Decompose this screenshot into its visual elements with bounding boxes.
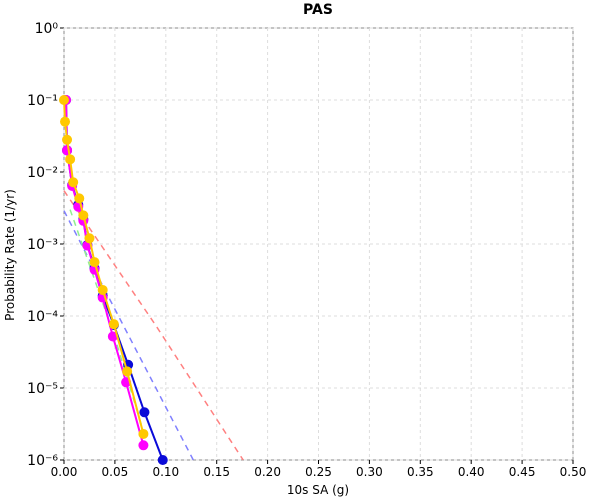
data-point	[59, 95, 69, 105]
data-point	[68, 177, 79, 188]
x-tick-label: 0.20	[254, 465, 281, 479]
data-point	[108, 319, 119, 330]
series-line	[63, 190, 244, 461]
x-tick-label: 0.10	[152, 465, 179, 479]
y-tick-label: 10⁻⁶	[27, 453, 58, 469]
x-tick-label: 0.35	[407, 465, 434, 479]
y-tick-label: 10⁻³	[27, 237, 58, 253]
data-point	[84, 233, 95, 244]
x-tick-label: 0.40	[458, 465, 485, 479]
data-point	[65, 154, 76, 165]
x-tick-label: 0.00	[51, 465, 78, 479]
data-point	[157, 455, 168, 465]
x-tick-label: 0.50	[560, 465, 587, 479]
y-tick-label: 10⁻⁵	[27, 381, 58, 397]
data-point	[122, 366, 133, 377]
x-tick-label: 0.05	[102, 465, 129, 479]
data-point	[78, 210, 89, 221]
y-axis-label: Probability Rate (1/yr)	[3, 189, 17, 321]
y-tick-label: 10⁻²	[27, 165, 58, 181]
data-point	[74, 193, 85, 204]
data-point	[138, 440, 149, 451]
data-point	[138, 428, 149, 439]
data-point	[62, 134, 73, 145]
x-tick-label: 0.45	[509, 465, 536, 479]
series-line	[63, 210, 194, 461]
x-tick-label: 0.30	[356, 465, 383, 479]
data-point	[97, 284, 108, 295]
data-point	[107, 331, 118, 342]
data-point	[89, 257, 100, 268]
x-tick-label: 0.25	[305, 465, 332, 479]
x-axis-label: 10s SA (g)	[287, 483, 349, 497]
chart-title: PAS	[303, 2, 333, 18]
data-point	[139, 407, 150, 418]
y-tick-label: 10⁰	[35, 21, 59, 37]
data-point	[60, 116, 71, 127]
data-point	[62, 145, 73, 156]
x-tick-label: 0.15	[203, 465, 230, 479]
y-tick-label: 10⁻¹	[27, 93, 58, 109]
y-tick-label: 10⁻⁴	[27, 309, 58, 325]
